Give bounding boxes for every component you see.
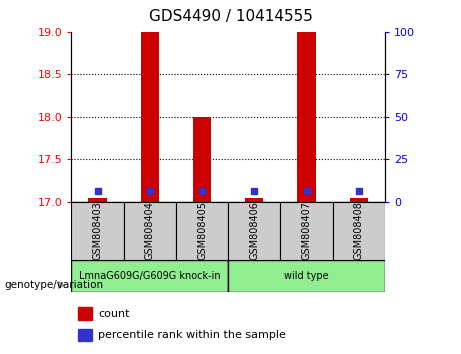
Point [251,188,258,194]
Text: genotype/variation: genotype/variation [5,280,104,290]
Bar [297,32,316,202]
Bar [78,329,92,341]
Text: count: count [98,309,130,319]
Text: percentile rank within the sample: percentile rank within the sample [98,330,286,340]
Bar [124,202,176,260]
Bar [71,202,124,260]
Text: LmnaG609G/G609G knock-in: LmnaG609G/G609G knock-in [79,271,221,281]
Text: GSM808405: GSM808405 [197,201,207,261]
Bar [71,260,228,292]
Bar [280,202,333,260]
Bar [228,260,385,292]
Bar [141,32,159,202]
Point [146,188,154,194]
Bar [333,202,385,260]
Text: GSM808408: GSM808408 [354,201,364,261]
Bar [89,198,106,202]
Point [94,188,101,194]
Bar [245,198,264,202]
Bar [78,307,92,320]
Text: GDS4490 / 10414555: GDS4490 / 10414555 [148,9,313,24]
Point [198,188,206,194]
Bar [228,202,280,260]
Text: wild type: wild type [284,271,329,281]
Bar [349,198,368,202]
Text: GSM808407: GSM808407 [301,201,312,261]
Text: GSM808404: GSM808404 [145,201,155,261]
Bar [176,202,228,260]
Bar [193,117,211,202]
Point [303,188,310,194]
Text: GSM808406: GSM808406 [249,201,260,261]
Point [355,188,362,194]
Text: GSM808403: GSM808403 [93,201,103,261]
